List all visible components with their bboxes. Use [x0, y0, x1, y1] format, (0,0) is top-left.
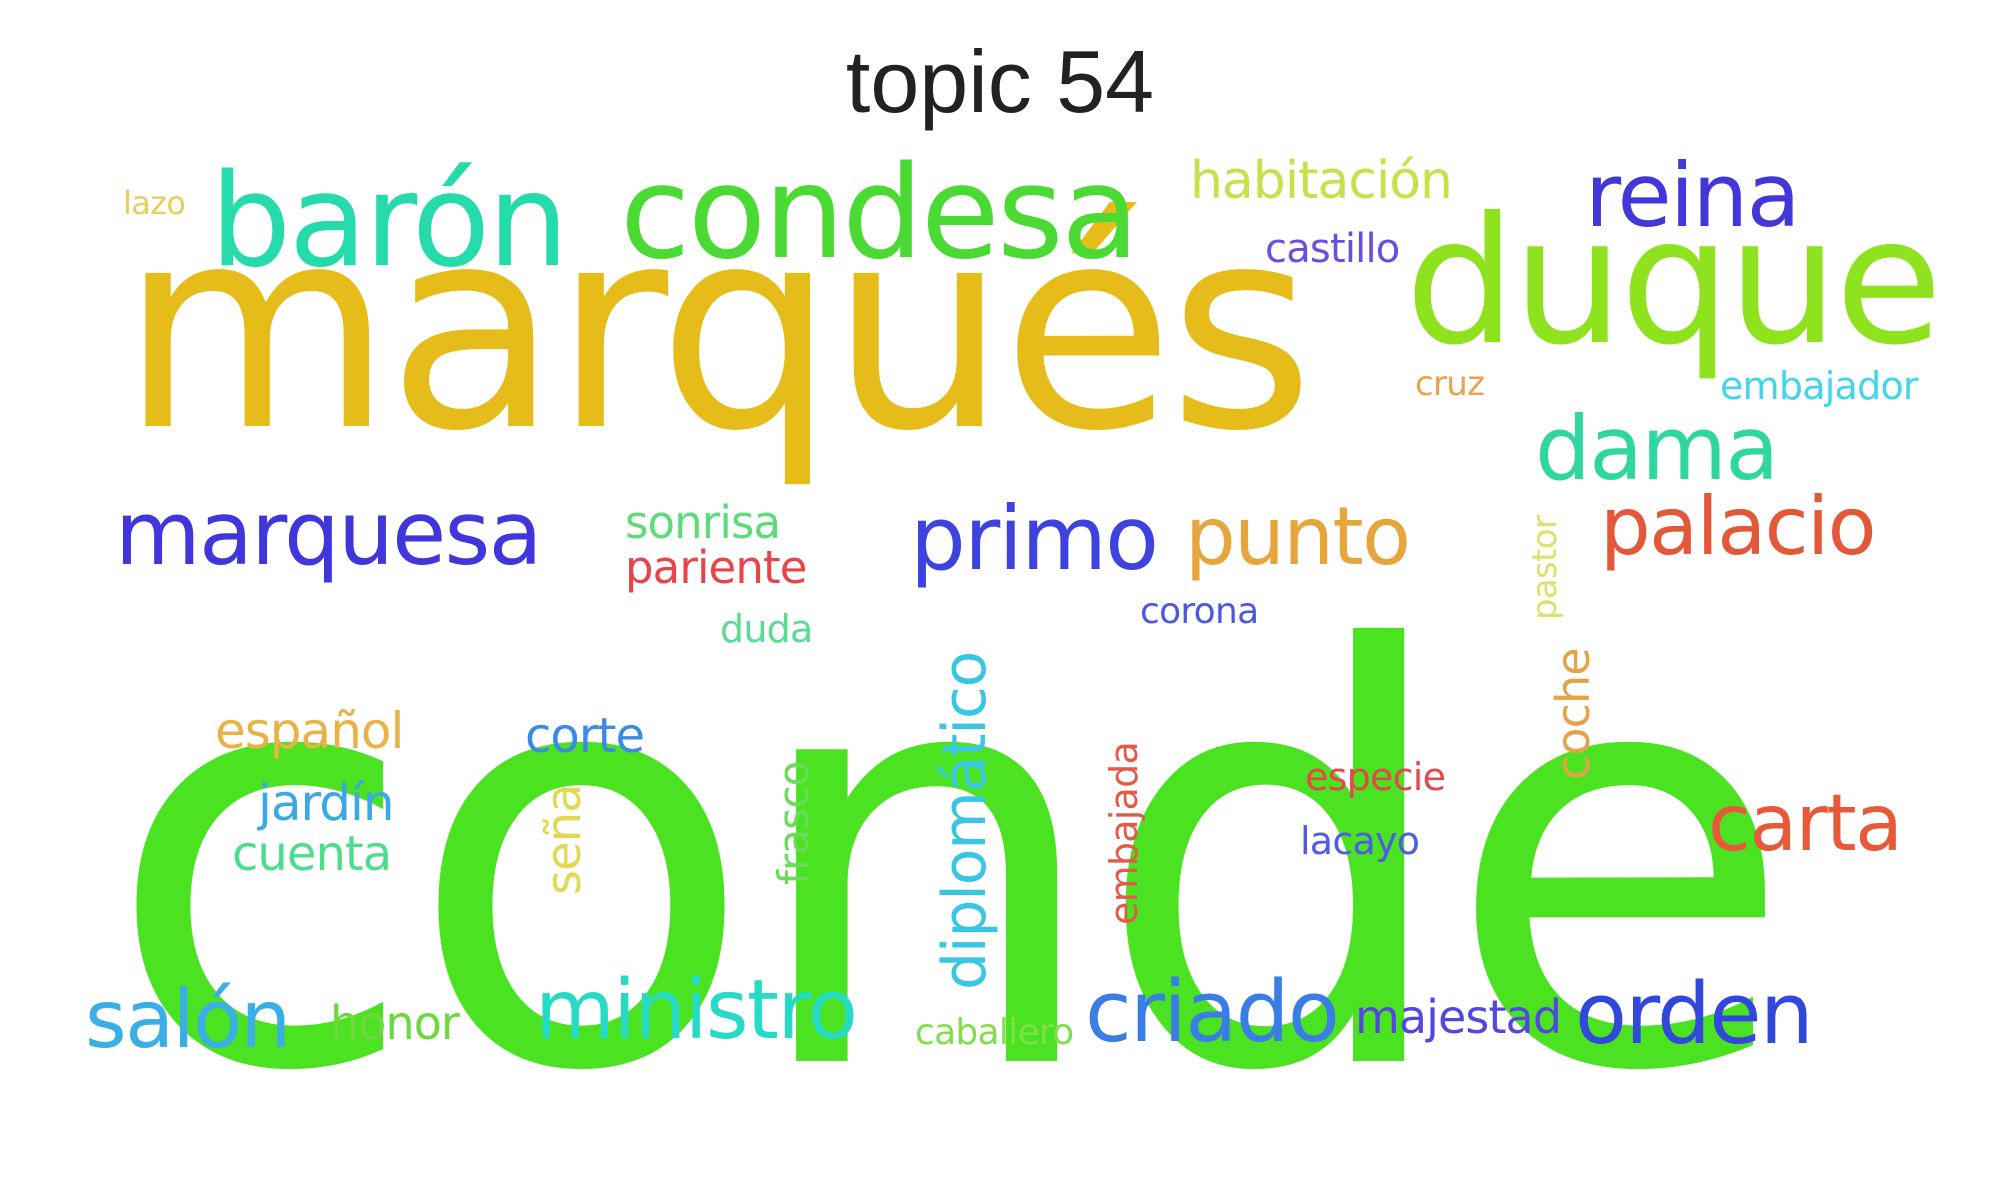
word-35: lacayo — [1300, 819, 1420, 863]
word-7: dama — [1535, 397, 1779, 500]
word-6: reina — [1585, 144, 1801, 247]
word-38: frasco — [769, 761, 818, 885]
word-13: ministro — [535, 963, 858, 1058]
word-28: corte — [525, 708, 645, 764]
word-cloud: conde marqués condesa barón duque reina dama ma… — [85, 139, 1943, 1150]
word-15: orden — [1575, 965, 1814, 1064]
chart-title: topic 54 — [845, 32, 1155, 131]
word-8: marquesa — [115, 482, 543, 585]
word-22: sonrisa — [625, 496, 781, 549]
word-39: seña — [536, 784, 592, 895]
word-4: barón — [210, 147, 569, 296]
word-30: cuenta — [232, 826, 392, 882]
word-33: majestad — [1355, 990, 1562, 1044]
word-37: diplomático — [930, 651, 1000, 990]
word-36: coche — [1546, 648, 1600, 780]
word-1: conde — [105, 533, 1795, 1196]
word-12: carta — [1708, 779, 1903, 869]
word-32: caballero — [915, 1012, 1074, 1053]
word-16: salón — [85, 973, 291, 1066]
word-9: primo — [910, 487, 1159, 590]
word-2: marqués — [120, 167, 1314, 493]
word-25: corona — [1140, 591, 1259, 632]
word-34: especie — [1305, 755, 1446, 799]
word-17: habitación — [1190, 151, 1453, 211]
word-19: lazo — [123, 184, 186, 222]
word-31: honor — [330, 996, 460, 1050]
word-26: pastor — [1525, 515, 1565, 620]
word-27: español — [215, 702, 404, 760]
word-20: cruz — [1415, 364, 1485, 404]
word-29: jardín — [258, 774, 395, 832]
word-11: palacio — [1600, 480, 1877, 573]
word-14: criado — [1085, 963, 1340, 1062]
word-3: condesa — [620, 139, 1140, 288]
word-40: embajada — [1102, 742, 1146, 925]
word-23: pariente — [625, 541, 807, 594]
word-5: duque — [1405, 181, 1943, 384]
word-10: punto — [1185, 490, 1411, 583]
word-24: duda — [720, 607, 813, 651]
word-21: embajador — [1720, 364, 1919, 408]
word-18: castillo — [1265, 226, 1400, 272]
